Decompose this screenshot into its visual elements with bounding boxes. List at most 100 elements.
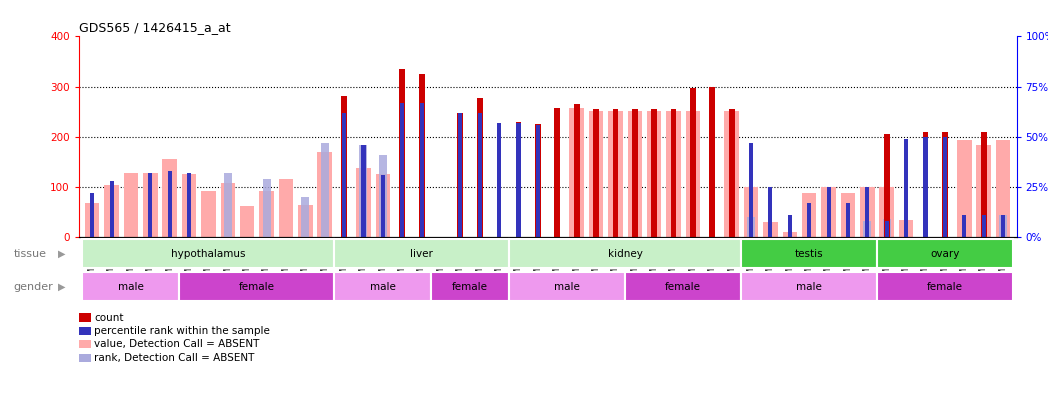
Bar bbox=[768, 187, 772, 237]
Text: female: female bbox=[926, 282, 963, 292]
Bar bbox=[181, 174, 196, 237]
Text: female: female bbox=[665, 282, 701, 292]
Bar bbox=[334, 239, 509, 268]
Bar bbox=[259, 191, 274, 237]
Bar bbox=[399, 69, 406, 237]
Bar bbox=[516, 122, 522, 237]
Bar bbox=[885, 221, 889, 237]
Bar bbox=[632, 109, 637, 237]
Text: tissue: tissue bbox=[14, 249, 46, 258]
Bar bbox=[302, 197, 309, 237]
Bar bbox=[612, 109, 618, 237]
Bar bbox=[517, 123, 521, 237]
Bar bbox=[860, 187, 875, 237]
Bar bbox=[667, 111, 681, 237]
Text: hypothalamus: hypothalamus bbox=[171, 249, 245, 258]
Bar bbox=[942, 132, 947, 237]
Bar bbox=[904, 139, 909, 237]
Bar bbox=[536, 125, 540, 237]
Bar bbox=[943, 137, 947, 237]
Bar bbox=[148, 173, 152, 237]
Bar bbox=[882, 219, 891, 237]
Text: liver: liver bbox=[410, 249, 433, 258]
Bar bbox=[201, 191, 216, 237]
Text: value, Detection Call = ABSENT: value, Detection Call = ABSENT bbox=[94, 339, 260, 349]
Bar bbox=[458, 113, 463, 237]
Bar bbox=[883, 134, 890, 237]
Bar bbox=[671, 109, 676, 237]
Bar bbox=[877, 239, 1012, 268]
Bar bbox=[362, 145, 366, 237]
Bar bbox=[458, 113, 462, 237]
Bar bbox=[573, 104, 580, 237]
Bar bbox=[749, 143, 754, 237]
Bar bbox=[741, 239, 877, 268]
Bar bbox=[83, 272, 179, 301]
Bar bbox=[356, 168, 371, 237]
Bar bbox=[628, 111, 642, 237]
Bar bbox=[744, 187, 759, 237]
Bar bbox=[981, 132, 986, 237]
Bar bbox=[187, 173, 191, 237]
Bar bbox=[763, 222, 778, 237]
Bar bbox=[509, 272, 625, 301]
Bar bbox=[996, 140, 1010, 237]
Text: female: female bbox=[239, 282, 275, 292]
Text: ovary: ovary bbox=[931, 249, 960, 258]
Bar bbox=[977, 145, 990, 237]
Bar bbox=[647, 111, 661, 237]
Text: count: count bbox=[94, 313, 124, 322]
Bar bbox=[783, 232, 798, 237]
Bar bbox=[534, 124, 541, 237]
Text: percentile rank within the sample: percentile rank within the sample bbox=[94, 326, 270, 336]
Bar bbox=[877, 272, 1012, 301]
Bar bbox=[279, 179, 293, 237]
Bar bbox=[709, 87, 715, 237]
Bar bbox=[379, 155, 387, 237]
Bar bbox=[879, 187, 894, 237]
Bar bbox=[651, 109, 657, 237]
Bar bbox=[593, 109, 599, 237]
Text: gender: gender bbox=[14, 282, 53, 292]
Bar bbox=[359, 145, 368, 237]
Bar bbox=[342, 113, 346, 237]
Bar bbox=[982, 215, 986, 237]
Bar bbox=[802, 193, 816, 237]
Bar bbox=[747, 217, 755, 237]
Text: testis: testis bbox=[794, 249, 824, 258]
Bar bbox=[685, 111, 700, 237]
Bar bbox=[105, 185, 118, 237]
Bar bbox=[85, 203, 100, 237]
Bar bbox=[380, 175, 385, 237]
Bar bbox=[419, 74, 424, 237]
Bar bbox=[509, 239, 741, 268]
Bar bbox=[432, 272, 509, 301]
Bar bbox=[162, 159, 177, 237]
Text: male: male bbox=[370, 282, 396, 292]
Bar bbox=[846, 203, 850, 237]
Bar bbox=[827, 187, 831, 237]
Bar bbox=[143, 173, 157, 237]
Bar bbox=[589, 111, 604, 237]
Bar bbox=[728, 109, 735, 237]
Bar bbox=[554, 108, 561, 237]
Bar bbox=[690, 87, 696, 237]
Text: male: male bbox=[118, 282, 144, 292]
Bar bbox=[224, 173, 232, 237]
Bar bbox=[625, 272, 741, 301]
Bar bbox=[1001, 215, 1005, 237]
Bar bbox=[840, 193, 855, 237]
Bar bbox=[788, 215, 792, 237]
Bar bbox=[569, 108, 584, 237]
Text: GDS565 / 1426415_a_at: GDS565 / 1426415_a_at bbox=[79, 21, 231, 34]
Bar bbox=[342, 96, 347, 237]
Bar bbox=[124, 173, 138, 237]
Text: male: male bbox=[796, 282, 822, 292]
Bar bbox=[957, 140, 971, 237]
Text: ▶: ▶ bbox=[58, 282, 65, 292]
Bar bbox=[608, 111, 623, 237]
Bar bbox=[999, 215, 1007, 237]
Bar bbox=[90, 193, 94, 237]
Bar bbox=[168, 171, 172, 237]
Bar bbox=[822, 187, 836, 237]
